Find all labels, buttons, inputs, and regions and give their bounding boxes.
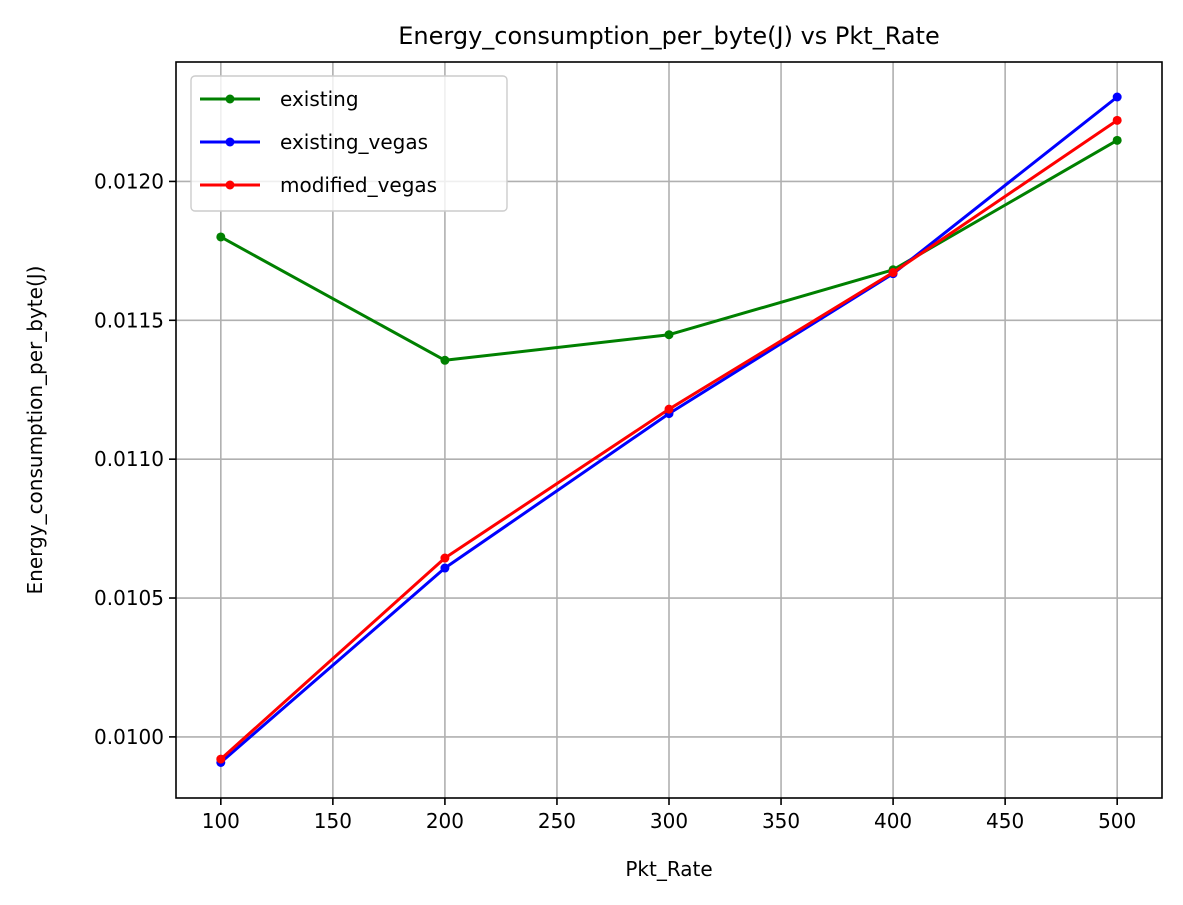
x-tick-label: 250 — [538, 809, 576, 833]
legend-marker-existing_vegas — [225, 137, 235, 147]
legend-marker-modified_vegas — [225, 180, 235, 190]
y-tick-label: 0.0100 — [94, 725, 164, 749]
data-point-modified_vegas — [440, 553, 450, 563]
y-tick-label: 0.0110 — [94, 447, 164, 471]
data-point-modified_vegas — [216, 754, 226, 764]
data-point-modified_vegas — [664, 404, 674, 414]
y-tick-label: 0.0120 — [94, 169, 164, 193]
data-point-modified_vegas — [1112, 115, 1122, 125]
x-tick-label: 150 — [314, 809, 352, 833]
legend-label-existing_vegas: existing_vegas — [280, 130, 428, 154]
x-tick-label: 300 — [650, 809, 688, 833]
data-point-existing — [216, 232, 226, 242]
data-point-existing — [440, 355, 450, 365]
x-tick-label: 100 — [202, 809, 240, 833]
legend-box — [190, 75, 508, 212]
x-tick-label: 350 — [762, 809, 800, 833]
y-tick-label: 0.0115 — [94, 308, 164, 332]
legend-marker-existing — [225, 94, 235, 104]
series-lines — [216, 92, 1122, 767]
x-tick-label: 500 — [1098, 809, 1136, 833]
legend-label-modified_vegas: modified_vegas — [280, 173, 437, 197]
y-axis-label: Energy_consumption_per_byte(J) — [23, 266, 47, 595]
x-axis-label: Pkt_Rate — [625, 857, 712, 881]
chart-title: Energy_consumption_per_byte(J) vs Pkt_Ra… — [398, 22, 939, 50]
data-point-modified_vegas — [888, 268, 898, 278]
axis-ticks: 100 150 200 250 300 350 400 450 500 0.0100 0.0105 0… — [94, 169, 1136, 833]
data-point-existing_vegas — [1112, 92, 1122, 102]
x-tick-label: 200 — [426, 809, 464, 833]
y-tick-label: 0.0105 — [94, 586, 164, 610]
legend-label-existing: existing — [280, 87, 359, 111]
data-point-existing — [664, 330, 674, 340]
data-point-existing_vegas — [440, 563, 450, 573]
x-tick-label: 450 — [986, 809, 1024, 833]
legend: existing existing_vegas modified_vegas — [190, 75, 508, 212]
data-point-existing — [1112, 135, 1122, 145]
x-tick-label: 400 — [874, 809, 912, 833]
